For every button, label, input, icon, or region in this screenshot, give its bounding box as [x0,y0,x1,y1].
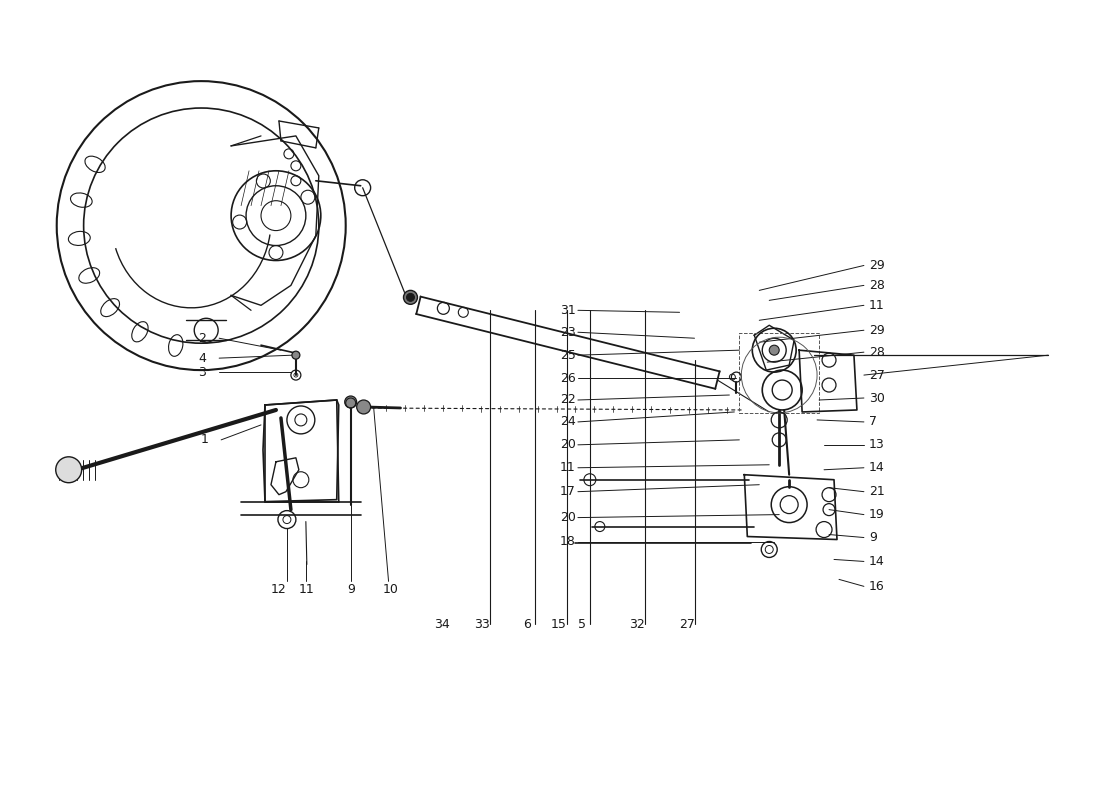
Text: 14: 14 [869,462,884,474]
Text: 28: 28 [869,279,884,292]
Text: 23: 23 [560,326,575,338]
Circle shape [292,351,300,359]
Text: 33: 33 [474,618,491,630]
Text: 32: 32 [629,618,645,630]
Text: 12: 12 [271,583,287,596]
Text: 2: 2 [198,332,206,345]
Text: 27: 27 [869,369,884,382]
Text: 20: 20 [560,511,575,524]
Text: 18: 18 [560,535,575,548]
Text: 30: 30 [869,391,884,405]
Text: 9: 9 [346,583,354,596]
Text: 5: 5 [578,618,586,630]
Text: 1: 1 [200,434,208,446]
Circle shape [356,400,371,414]
Text: 14: 14 [869,555,884,568]
Text: 25: 25 [560,349,575,362]
Text: 7: 7 [869,415,877,429]
Circle shape [404,290,418,304]
Circle shape [56,457,81,482]
Text: 20: 20 [560,438,575,451]
Text: 13: 13 [869,438,884,451]
Text: 11: 11 [560,462,575,474]
Text: 34: 34 [434,618,450,630]
Text: 3: 3 [198,366,206,378]
Text: 22: 22 [560,394,575,406]
Bar [739,334,820,413]
Text: 17: 17 [560,485,575,498]
Text: 6: 6 [524,618,531,630]
Text: 19: 19 [869,508,884,521]
Text: 11: 11 [869,299,884,312]
Text: 27: 27 [680,618,695,630]
Text: 16: 16 [869,580,884,593]
Text: 9: 9 [869,531,877,544]
Text: 10: 10 [383,583,398,596]
Text: 29: 29 [869,324,884,337]
Text: 11: 11 [299,583,315,596]
Circle shape [407,294,415,302]
Circle shape [769,345,779,355]
Text: 24: 24 [560,415,575,429]
Text: 15: 15 [551,618,566,630]
Text: 26: 26 [560,371,575,385]
Text: 21: 21 [869,485,884,498]
Text: 28: 28 [869,346,884,358]
Text: 4: 4 [198,352,206,365]
Circle shape [344,396,356,408]
Text: 31: 31 [560,304,575,317]
Text: 29: 29 [869,259,884,272]
